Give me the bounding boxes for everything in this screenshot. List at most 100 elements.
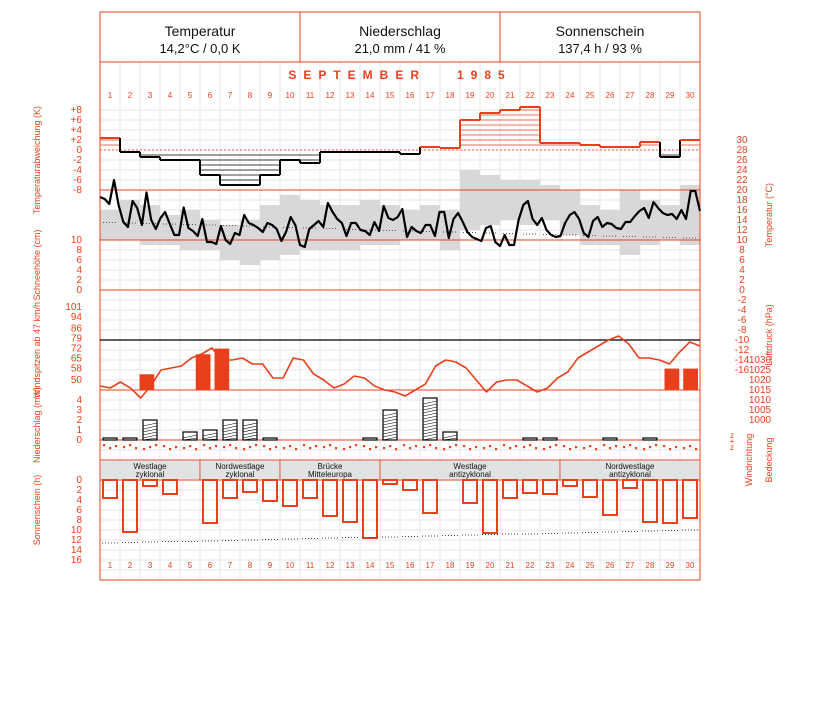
precipitation-bar	[242, 419, 258, 441]
temperature-anomaly-steps	[100, 106, 700, 186]
weather-type-label: Westlage	[453, 462, 487, 471]
precipitation-hatch	[382, 433, 398, 438]
tick-label: 26	[736, 155, 748, 166]
weather-type-band: WestlagezyklonalNordwestlagezyklonalBrüc…	[99, 459, 701, 481]
sunshine-bar	[322, 479, 338, 517]
day-label: 4	[168, 561, 173, 570]
precipitation-hatch	[422, 436, 438, 441]
precipitation-hatch	[202, 438, 218, 441]
tick-label: -10	[735, 335, 750, 346]
tick-label: -6	[73, 175, 82, 186]
axis-ticks: +8+6+4+20-2-4-6-830282624222018161412108…	[65, 105, 771, 566]
precipitation-hatch	[422, 415, 438, 420]
sunshine-bar	[682, 479, 698, 519]
precipitation-hatch	[242, 434, 258, 439]
tick-label: +8	[71, 105, 83, 116]
wind-direction-dot	[343, 448, 346, 451]
sunshine-bar	[582, 479, 598, 498]
precipitation-bar	[122, 437, 138, 441]
pressure-series	[99, 335, 701, 399]
day-label: 5	[188, 91, 193, 100]
precipitation-hatch	[222, 437, 238, 441]
day-label: 17	[426, 561, 435, 570]
tick-label: 72	[71, 344, 83, 355]
sunshine-bar	[382, 479, 398, 485]
tick-label: 50	[71, 375, 83, 386]
wind-gust-bar	[195, 354, 211, 390]
wind-direction-dot	[449, 446, 452, 449]
precipitation-bar	[602, 437, 618, 441]
weather-type-label: antizyklonal	[449, 470, 491, 479]
precipitation-hatch	[222, 425, 238, 430]
day-label: 21	[506, 91, 515, 100]
tick-label: 1010	[749, 395, 772, 406]
wind-direction-dot	[323, 446, 326, 449]
wind-direction-dot	[395, 448, 398, 451]
wind-direction-dot	[215, 445, 218, 448]
temperature-range-band	[500, 180, 520, 220]
precipitation-hatch	[442, 434, 458, 439]
tick-label: 4	[739, 265, 745, 276]
precipitation-bar	[102, 437, 118, 441]
day-label: 24	[566, 91, 575, 100]
wind-direction-dot	[183, 447, 186, 450]
wind-direction-dot	[643, 448, 646, 451]
wind-direction-dot	[695, 448, 698, 451]
day-label: 1	[108, 561, 113, 570]
chart-grid	[99, 62, 701, 581]
wind-gust-bar	[214, 348, 230, 390]
day-label: 15	[386, 561, 395, 570]
sunshine-bar	[282, 479, 298, 507]
tick-label: z	[730, 443, 734, 452]
tick-label: 18	[736, 195, 748, 206]
wind-gust-bar	[683, 368, 698, 390]
sunshine-bar	[142, 479, 158, 487]
tick-label: 10	[71, 235, 83, 246]
day-label: 11	[306, 91, 315, 100]
precipitation-bar	[202, 429, 218, 441]
summary-value-precipitation: 21,0 mm / 41 %	[354, 41, 445, 56]
day-label: 29	[666, 91, 675, 100]
wind-direction-dot	[609, 447, 612, 450]
wind-direction-dot	[549, 446, 552, 449]
tick-label: 16	[71, 555, 83, 566]
wind-direction-dot	[163, 445, 166, 448]
tick-label: 8	[76, 515, 82, 526]
day-label: 4	[168, 91, 173, 100]
day-label: 20	[486, 91, 495, 100]
tick-label: +2	[71, 135, 83, 146]
day-label: 27	[626, 561, 635, 570]
day-label: 28	[646, 91, 655, 100]
wind-direction-dot	[389, 445, 392, 448]
precipitation-hatch	[382, 418, 398, 423]
wind-direction-dot	[109, 447, 112, 450]
tick-label: 6	[76, 255, 82, 266]
temperature-series	[99, 178, 702, 249]
day-label: 20	[486, 561, 495, 570]
day-label: 15	[386, 91, 395, 100]
day-label: 3	[148, 561, 153, 570]
precipitation-bar	[442, 431, 458, 441]
day-label: 22	[526, 561, 535, 570]
wind-direction-dot	[635, 447, 638, 450]
wind-direction-dot	[195, 448, 198, 451]
tick-label: -6	[738, 315, 747, 326]
day-label: 14	[366, 91, 375, 100]
tick-label: 58	[71, 364, 83, 375]
precipitation-hatch	[222, 431, 238, 436]
precipitation-bar	[642, 437, 658, 441]
wind-direction-dot	[429, 444, 432, 447]
tick-label: 12	[736, 225, 748, 236]
wind-direction-dot	[529, 444, 532, 447]
wind-direction-dot	[209, 447, 212, 450]
day-label: 13	[346, 91, 355, 100]
precipitation-hatch	[422, 427, 438, 432]
precipitation-hatch	[222, 428, 238, 433]
day-label: 26	[606, 561, 615, 570]
wind-direction-dot	[655, 444, 658, 447]
precipitation-hatch	[142, 431, 158, 436]
wind-direction-dot	[415, 445, 418, 448]
tick-label: 2	[76, 485, 82, 496]
sunshine-bar	[462, 479, 478, 504]
axis-label: Schneehöhe (cm)	[32, 229, 42, 300]
